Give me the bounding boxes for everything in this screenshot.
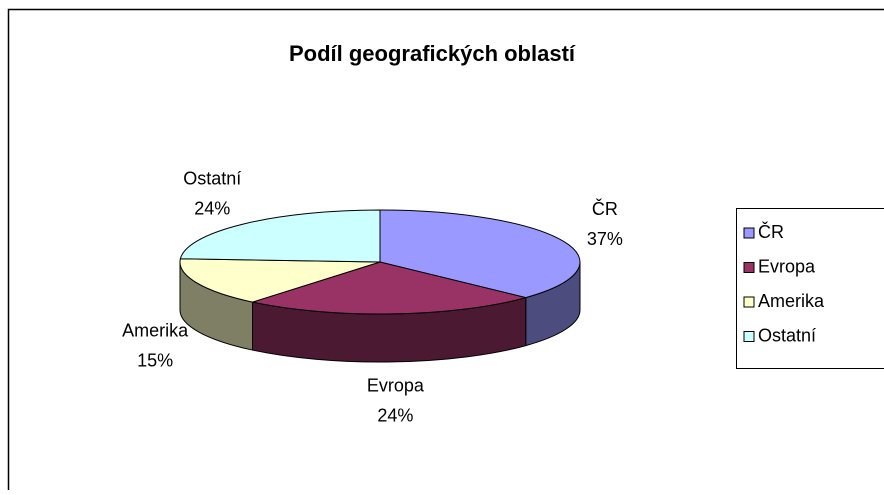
legend-swatch bbox=[744, 297, 754, 307]
data-label-name: Ostatní bbox=[183, 169, 241, 189]
data-label: 24% bbox=[194, 199, 230, 219]
data-label: 37% bbox=[587, 229, 623, 249]
legend-swatch bbox=[744, 228, 754, 238]
data-label-name: Evropa bbox=[367, 376, 425, 396]
chart-title: Podíl geografických oblastí bbox=[289, 41, 576, 66]
data-label: 24% bbox=[377, 406, 413, 426]
legend-label: Ostatní bbox=[758, 325, 816, 345]
legend-swatch bbox=[744, 263, 754, 273]
legend-label: Amerika bbox=[758, 291, 825, 311]
data-label: 15% bbox=[137, 350, 173, 370]
data-label-name: ČR bbox=[592, 198, 618, 219]
legend-label: Evropa bbox=[758, 256, 816, 276]
legend-swatch bbox=[744, 332, 754, 342]
legend-label: ČR bbox=[758, 221, 784, 242]
data-label-name: Amerika bbox=[122, 320, 189, 340]
